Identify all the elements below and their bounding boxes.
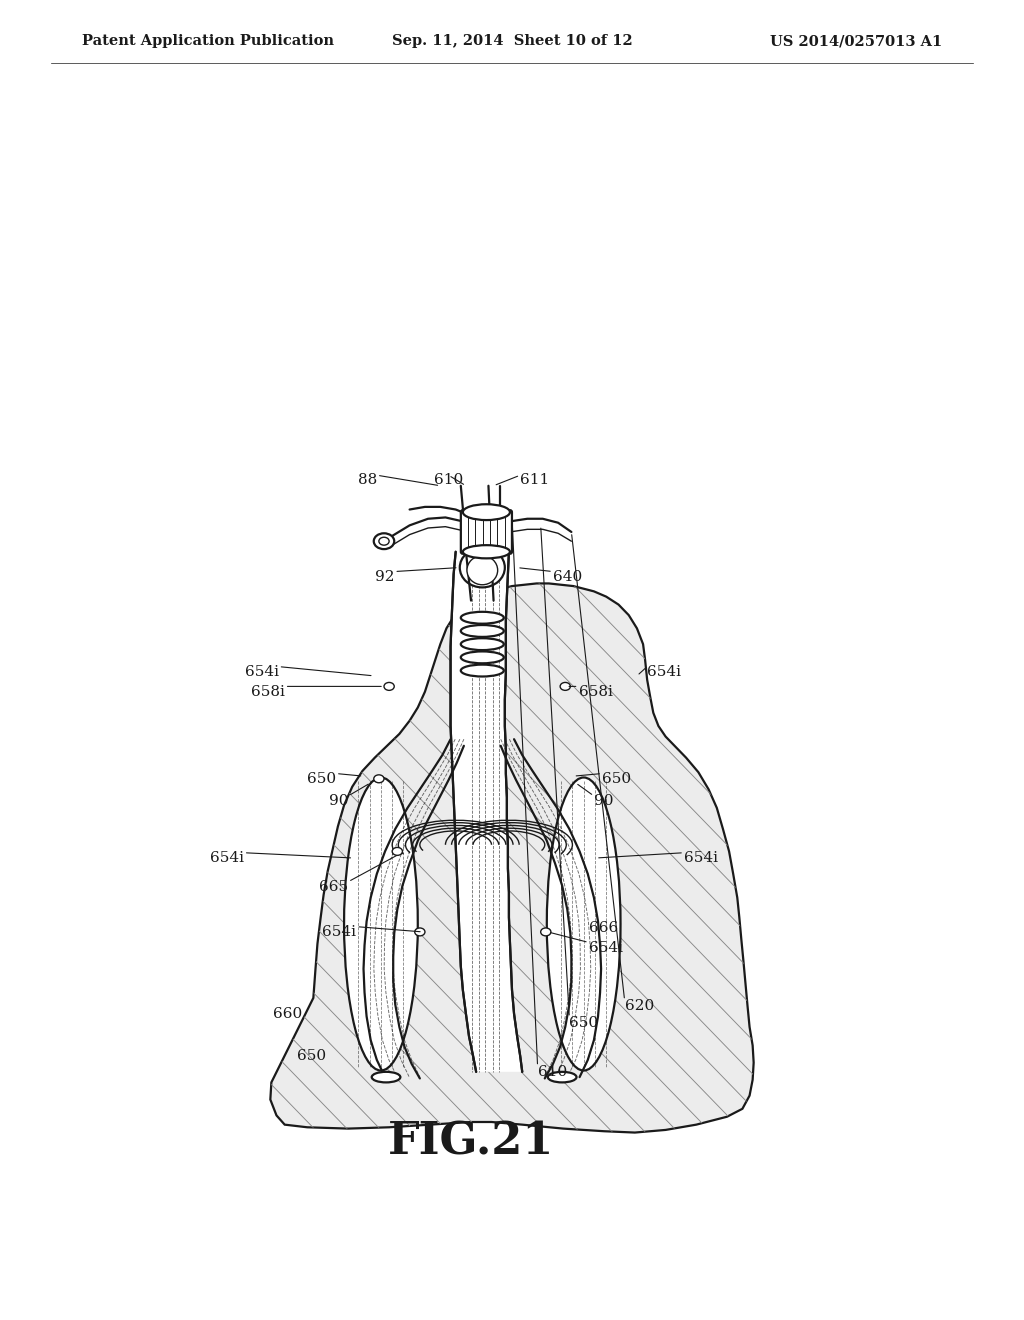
- Text: FIG.21: FIG.21: [388, 1121, 554, 1163]
- Ellipse shape: [374, 775, 384, 783]
- Ellipse shape: [461, 638, 504, 651]
- Text: US 2014/0257013 A1: US 2014/0257013 A1: [770, 34, 942, 49]
- Ellipse shape: [384, 682, 394, 690]
- Text: 665: 665: [319, 880, 348, 894]
- Text: Sep. 11, 2014  Sheet 10 of 12: Sep. 11, 2014 Sheet 10 of 12: [391, 34, 633, 49]
- Ellipse shape: [463, 545, 510, 558]
- Text: 658i: 658i: [251, 685, 285, 698]
- Text: 654i: 654i: [647, 665, 681, 678]
- Text: 654i: 654i: [589, 941, 623, 954]
- Text: 654i: 654i: [210, 851, 244, 865]
- Text: 640: 640: [553, 570, 583, 583]
- Text: 666: 666: [589, 921, 618, 935]
- Text: 650: 650: [307, 772, 336, 785]
- Ellipse shape: [379, 537, 389, 545]
- Ellipse shape: [461, 611, 504, 624]
- Text: 88: 88: [357, 474, 377, 487]
- Text: 650: 650: [602, 772, 631, 785]
- Text: 658i: 658i: [579, 685, 612, 698]
- Text: 654i: 654i: [684, 851, 718, 865]
- Ellipse shape: [460, 548, 505, 587]
- Ellipse shape: [461, 624, 504, 636]
- Ellipse shape: [344, 777, 418, 1071]
- Polygon shape: [451, 552, 522, 1072]
- Text: 620: 620: [625, 999, 654, 1012]
- Ellipse shape: [461, 665, 504, 677]
- Text: 660: 660: [272, 1007, 302, 1020]
- FancyBboxPatch shape: [461, 510, 512, 554]
- Text: 650: 650: [297, 1049, 326, 1063]
- Text: 90: 90: [594, 795, 613, 808]
- Ellipse shape: [392, 847, 402, 855]
- Text: 90: 90: [329, 795, 348, 808]
- Text: 610: 610: [434, 474, 463, 487]
- Ellipse shape: [415, 928, 425, 936]
- Polygon shape: [270, 583, 754, 1133]
- Text: Patent Application Publication: Patent Application Publication: [82, 34, 334, 49]
- Ellipse shape: [463, 504, 510, 520]
- Ellipse shape: [560, 682, 570, 690]
- Text: 654i: 654i: [245, 665, 279, 678]
- Text: 92: 92: [375, 570, 394, 583]
- Text: 611: 611: [520, 474, 550, 487]
- Ellipse shape: [372, 1072, 400, 1082]
- Text: 654i: 654i: [323, 925, 356, 939]
- Ellipse shape: [548, 1072, 577, 1082]
- Text: 650: 650: [569, 1016, 598, 1030]
- Ellipse shape: [541, 928, 551, 936]
- Ellipse shape: [374, 533, 394, 549]
- Ellipse shape: [547, 777, 621, 1071]
- Text: 610: 610: [538, 1065, 567, 1078]
- Ellipse shape: [467, 527, 494, 543]
- Ellipse shape: [461, 651, 504, 664]
- Ellipse shape: [467, 556, 498, 585]
